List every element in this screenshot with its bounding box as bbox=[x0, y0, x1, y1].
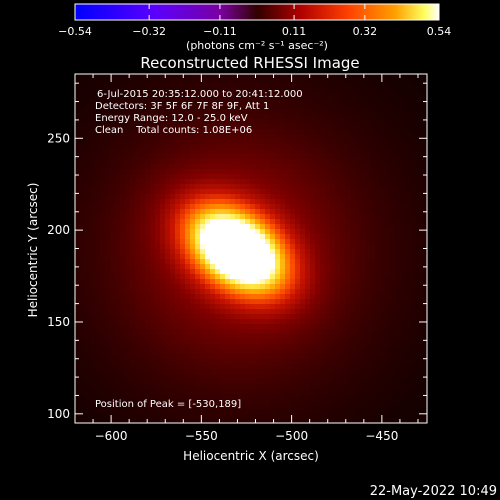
annotation-time-range: 6-Jul-2015 20:35:12.000 to 20:41:12.000 bbox=[97, 89, 303, 100]
y-tick-label: 150 bbox=[47, 315, 70, 329]
colorbar-tick-label: 0.11 bbox=[282, 25, 307, 38]
x-axis-label: Heliocentric X (arcsec) bbox=[183, 449, 319, 463]
y-tick-label: 250 bbox=[47, 131, 70, 145]
x-tick-label: −600 bbox=[95, 429, 128, 443]
peak-position-label: Position of Peak = [-530,189] bbox=[95, 399, 241, 410]
axes: −600 −550 −500 −450 100 150 200 250 bbox=[47, 74, 427, 443]
plot-area: −600 −550 −500 −450 100 150 200 250 bbox=[47, 73, 428, 443]
y-tick-label: 200 bbox=[47, 223, 70, 237]
colorbar-tick-label: −0.54 bbox=[58, 25, 92, 38]
colorbar-strip bbox=[74, 3, 440, 21]
colorbar-ticks: −0.54 −0.32 −0.11 0.11 0.32 0.54 bbox=[58, 4, 451, 38]
annotations: 6-Jul-2015 20:35:12.000 to 20:41:12.000 … bbox=[95, 89, 303, 410]
colorbar-tick-label: 0.32 bbox=[353, 25, 378, 38]
annotation-energy-range: Energy Range: 12.0 - 25.0 keV bbox=[95, 113, 248, 124]
y-axis-label: Heliocentric Y (arcsec) bbox=[26, 183, 40, 318]
colorbar-tick-label: −0.11 bbox=[203, 25, 237, 38]
colorbar-units-label: (photons cm⁻² s⁻¹ asec⁻²) bbox=[186, 39, 328, 52]
x-tick-label: −500 bbox=[275, 429, 308, 443]
colorbar-tick-label: −0.32 bbox=[132, 25, 166, 38]
image-container bbox=[75, 74, 427, 423]
chart-title: Reconstructed RHESSI Image bbox=[140, 54, 359, 72]
heatmap-image bbox=[75, 74, 427, 423]
colorbar-tick-label: 0.54 bbox=[427, 25, 452, 38]
annotation-clean-counts: Clean Total counts: 1.08E+06 bbox=[95, 125, 252, 136]
x-tick-label: −550 bbox=[185, 429, 218, 443]
annotation-detectors: Detectors: 3F 5F 6F 7F 8F 9F, Att 1 bbox=[95, 101, 269, 112]
colorbar: −0.54 −0.32 −0.11 0.11 0.32 0.54 (photons cm⁻… bbox=[58, 3, 451, 52]
x-tick-label: −450 bbox=[365, 429, 398, 443]
timestamp: 22-May-2022 10:49 bbox=[370, 484, 497, 499]
y-tick-label: 100 bbox=[47, 407, 70, 421]
